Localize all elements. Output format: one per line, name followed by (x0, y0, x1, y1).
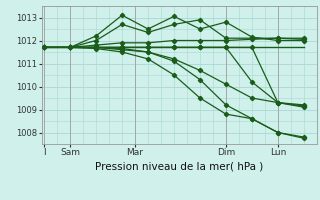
X-axis label: Pression niveau de la mer( hPa ): Pression niveau de la mer( hPa ) (95, 161, 263, 171)
